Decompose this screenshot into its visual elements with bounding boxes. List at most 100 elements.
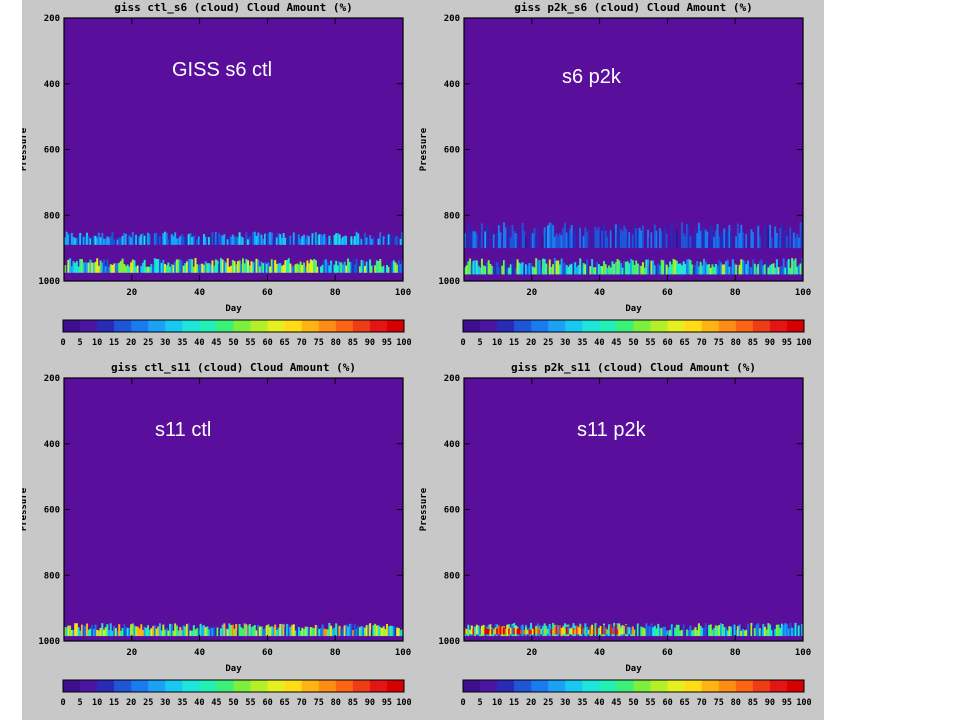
colorbar-segment <box>531 680 549 692</box>
cloud-cell <box>735 236 738 249</box>
cloud-cell <box>489 624 492 637</box>
colorbar-segment <box>369 680 388 692</box>
cloud-cell <box>64 265 66 273</box>
cloud-cell <box>599 625 602 635</box>
cloud-cell <box>525 626 528 635</box>
cloud-cell <box>748 232 751 249</box>
cloud-cell <box>797 237 800 249</box>
cloud-cell <box>774 226 777 249</box>
cloud-cell <box>297 627 300 637</box>
colorbar-segment <box>284 320 302 332</box>
cloud-cell <box>364 265 367 273</box>
cloud-cell <box>587 229 590 249</box>
cloud-cell <box>197 265 200 273</box>
cloud-cell <box>367 238 370 245</box>
cloud-cell <box>306 260 309 273</box>
cloud-cell <box>326 262 329 273</box>
cloud-cell <box>352 630 355 637</box>
cloud-cell <box>706 630 709 637</box>
cloud-cell <box>708 235 711 249</box>
cloud-cell <box>501 265 504 275</box>
cloud-cell <box>602 261 605 275</box>
cloud-cell <box>474 627 477 635</box>
cloud-cell <box>86 623 89 637</box>
colorbar-tick-label: 25 <box>543 338 553 348</box>
cloud-cell <box>147 625 150 637</box>
cloud-cell <box>630 629 633 635</box>
cloud-cell <box>574 262 577 275</box>
cloud-cell <box>65 627 68 637</box>
cloud-cell <box>567 625 570 635</box>
cloud-cell <box>280 238 283 245</box>
colorbar-segment <box>352 680 371 692</box>
cloud-cell <box>686 259 689 275</box>
cloud-cell <box>245 624 248 637</box>
cloud-cell <box>384 238 387 245</box>
cloud-cell <box>638 227 641 249</box>
cloud-cell <box>225 262 228 273</box>
cloud-cell <box>241 237 244 245</box>
cloud-cell <box>470 625 473 635</box>
colorbar-tick-label: 25 <box>143 698 153 708</box>
cloud-cell <box>138 628 141 637</box>
cloud-cell <box>291 237 294 245</box>
cloud-cell <box>648 237 651 249</box>
colorbar-segment <box>565 680 583 692</box>
cloud-cell <box>784 230 787 249</box>
cloud-cell <box>558 625 561 635</box>
cloud-cell <box>92 235 95 245</box>
colorbar-segment <box>131 320 149 332</box>
cloud-cell <box>82 625 85 637</box>
cloud-cell <box>628 263 631 275</box>
cloud-cell <box>496 628 499 635</box>
cloud-cell <box>241 628 244 637</box>
cloud-cell <box>114 238 117 245</box>
cloud-cell <box>587 265 590 275</box>
colorbar-tick-label: 10 <box>492 338 502 348</box>
cloud-cell <box>279 624 282 637</box>
cloud-cell <box>136 626 139 637</box>
cloud-cell <box>550 223 553 249</box>
cloud-cell <box>480 625 483 635</box>
cloud-cell <box>611 228 614 249</box>
cloud-cell <box>197 236 200 245</box>
cloud-cell <box>628 232 631 249</box>
cloud-cell <box>306 235 309 245</box>
cloud-cell <box>86 232 89 245</box>
cloud-cell <box>301 264 304 273</box>
cloud-cell <box>269 232 272 245</box>
cloud-cell <box>689 236 692 249</box>
cloud-cell <box>467 261 470 275</box>
cloud-cell <box>323 233 326 245</box>
cloud-cell <box>787 228 790 249</box>
cloud-cell <box>674 627 677 637</box>
cloud-cell <box>587 623 590 637</box>
cloud-cell <box>767 267 770 275</box>
cloud-cell <box>664 262 667 275</box>
cloud-cell <box>180 260 183 273</box>
colorbar-segment <box>233 320 251 332</box>
cloud-cell <box>755 222 758 249</box>
colorbar-tick-label: 100 <box>796 338 811 348</box>
cloud-cell <box>796 233 799 249</box>
cloud-cell <box>113 625 116 637</box>
cloud-cell <box>182 625 185 637</box>
cloud-cell <box>502 627 505 635</box>
cloud-cell <box>326 238 329 245</box>
cloud-cell <box>679 235 682 249</box>
cloud-cell <box>613 263 616 275</box>
cloud-cell <box>291 266 294 273</box>
cloud-cell <box>128 235 131 245</box>
colorbar-segment <box>769 320 788 332</box>
cloud-cell <box>618 224 621 249</box>
cloud-cell <box>101 262 104 273</box>
cloud-cell <box>719 234 722 249</box>
cloud-cell <box>102 238 105 245</box>
cloud-cell <box>343 625 346 637</box>
colorbar-segment <box>165 320 183 332</box>
cloud-cell <box>726 231 729 249</box>
cloud-cell <box>735 629 738 637</box>
cloud-cell <box>380 234 383 245</box>
cloud-cell <box>143 235 146 245</box>
cloud-cell <box>355 231 358 245</box>
